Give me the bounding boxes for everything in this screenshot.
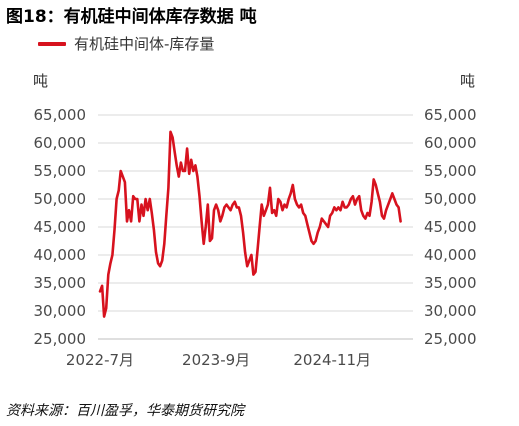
legend-label: 有机硅中间体-库存量: [74, 35, 215, 53]
y-tick-label-left: 55,000: [34, 162, 87, 180]
y-tick-label-right: 65,000: [424, 106, 477, 124]
chart-title: 图18：有机硅中间体库存数据 吨: [6, 7, 257, 27]
y-tick-label-left: 25,000: [34, 330, 87, 348]
y-tick-label-left: 35,000: [34, 274, 87, 292]
y-tick-label-right: 55,000: [424, 162, 477, 180]
y-tick-label-right: 25,000: [424, 330, 477, 348]
legend-swatch: [38, 41, 66, 46]
x-tick-label: 2024-11月: [293, 351, 371, 369]
y-tick-label-left: 50,000: [34, 190, 87, 208]
y-tick-label-left: 40,000: [34, 246, 87, 264]
y-tick-label-left: 30,000: [34, 302, 87, 320]
y-tick-label-left: 60,000: [34, 134, 87, 152]
y-tick-label-right: 40,000: [424, 246, 477, 264]
y-tick-label-right: 45,000: [424, 218, 477, 236]
y-tick-label-left: 45,000: [34, 218, 87, 236]
y-tick-label-right: 60,000: [424, 134, 477, 152]
source-note: 资料来源：百川盈孚，华泰期货研究院: [6, 403, 244, 419]
series-line: [98, 130, 402, 318]
x-tick-label: 2022-7月: [66, 351, 134, 369]
y-tick-label-right: 30,000: [424, 302, 477, 320]
y-tick-label-right: 35,000: [424, 274, 477, 292]
chart-legend: 有机硅中间体-库存量: [38, 33, 214, 54]
y-tick-label-right: 50,000: [424, 190, 477, 208]
left-axis-unit: 吨: [33, 72, 49, 90]
y-tick-label-left: 65,000: [34, 106, 87, 124]
right-axis-unit: 吨: [460, 72, 476, 90]
x-tick-label: 2023-9月: [182, 351, 250, 369]
